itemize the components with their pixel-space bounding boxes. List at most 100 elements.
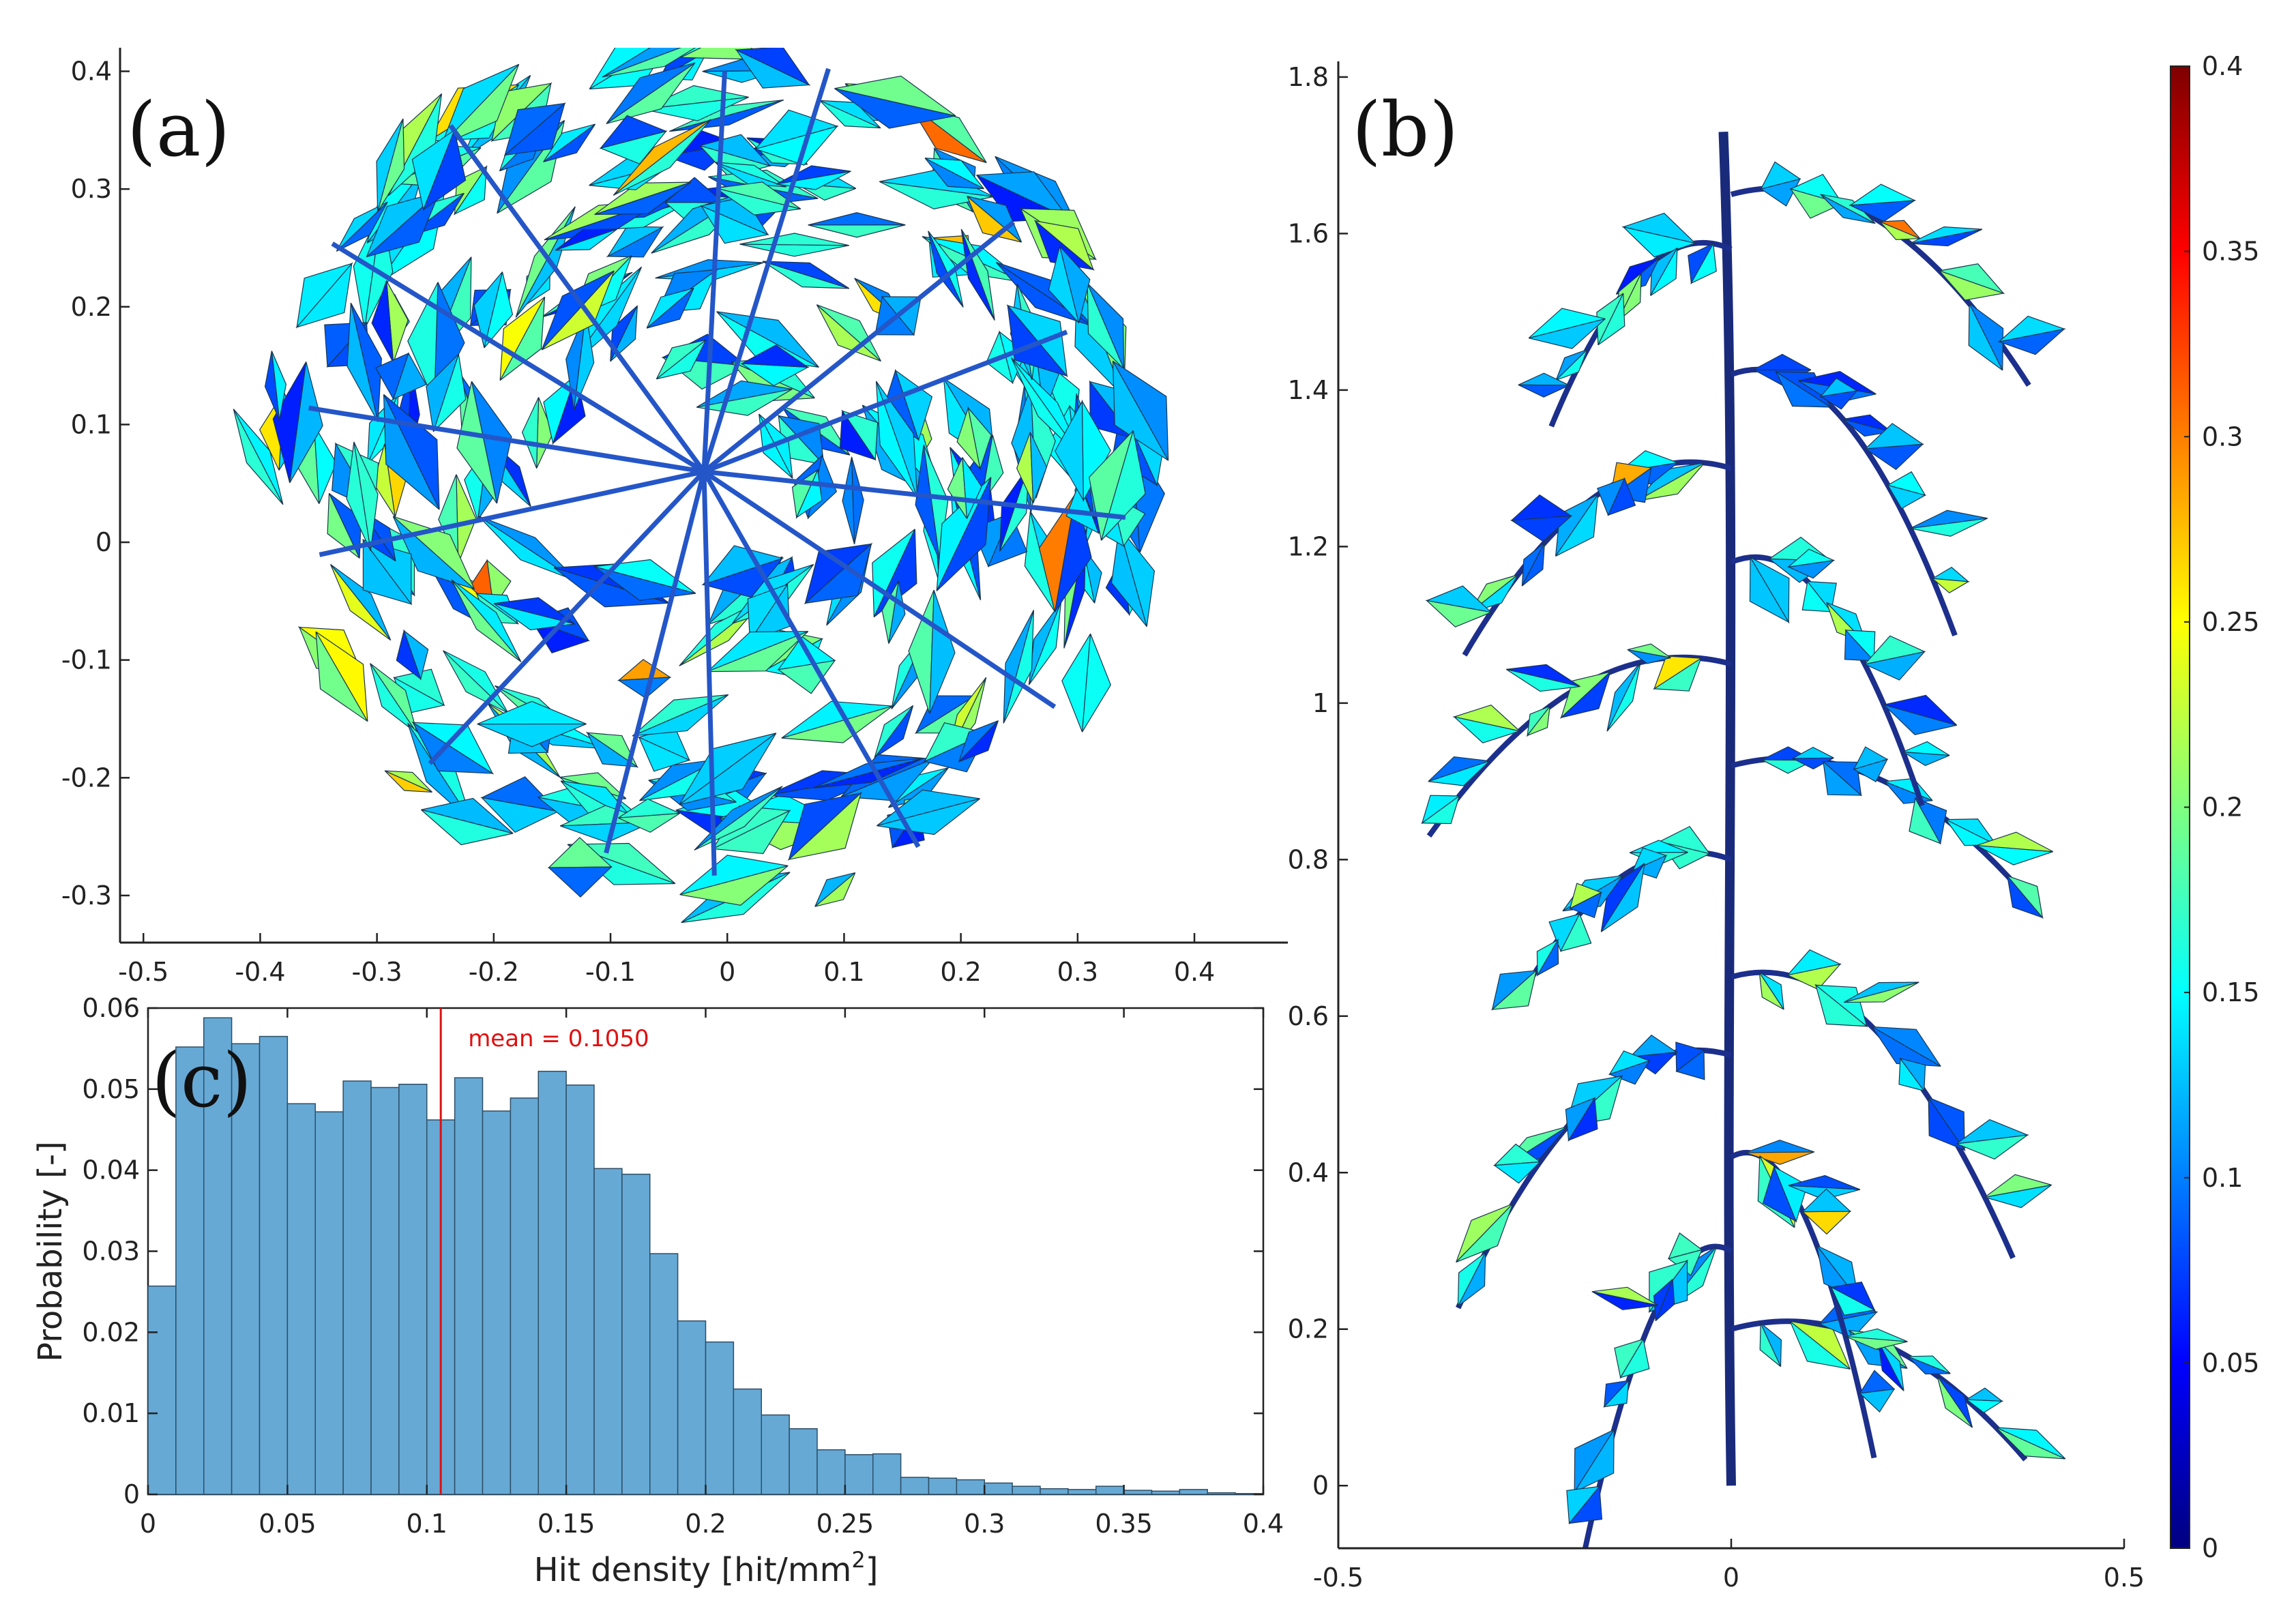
leaf-side-view bbox=[1801, 1188, 1852, 1213]
x-axis-title-main: Hit density [hit/mm bbox=[534, 1551, 852, 1589]
histogram-bar bbox=[733, 1388, 762, 1495]
leaf-side-view bbox=[1902, 741, 1950, 756]
leaf-side-view bbox=[1853, 746, 1889, 770]
histogram-y-tick-label: 0 bbox=[123, 1479, 140, 1509]
leaf-top-view bbox=[1119, 527, 1156, 627]
leaf-side-view bbox=[1518, 384, 1570, 398]
petiole-top-view bbox=[428, 470, 706, 765]
histogram-bar bbox=[984, 1482, 1013, 1495]
leaf-side-view bbox=[1758, 972, 1784, 1010]
x-axis-title-superscript: 2 bbox=[851, 1547, 865, 1573]
histogram-bar bbox=[928, 1477, 958, 1495]
panel-b-y-tick-label: 1.6 bbox=[1288, 218, 1329, 248]
histogram-bar bbox=[816, 1449, 846, 1495]
leaf-top-view bbox=[877, 798, 980, 836]
leaf-side-view bbox=[1505, 668, 1580, 692]
petiole-top-view bbox=[448, 124, 706, 473]
leaf-top-view bbox=[740, 344, 810, 368]
leaf-top-view bbox=[443, 650, 509, 713]
leaf-top-view bbox=[632, 694, 729, 737]
histogram-bar bbox=[259, 1035, 289, 1495]
branch-side-view bbox=[1512, 849, 1733, 1007]
leaf-top-view bbox=[707, 631, 809, 673]
leaf-top-view bbox=[543, 373, 577, 445]
leaf-top-view bbox=[606, 62, 696, 124]
histogram-x-tick-label: 0.4 bbox=[1243, 1509, 1284, 1539]
leaf-top-view bbox=[336, 201, 388, 252]
leaf-side-view bbox=[1569, 891, 1602, 919]
panel-a-x-tick-label: -0.3 bbox=[352, 957, 402, 987]
leaf-top-view bbox=[347, 303, 379, 422]
leaf-top-view bbox=[928, 231, 964, 308]
leaf-top-view bbox=[315, 631, 368, 722]
branch-side-view bbox=[1462, 459, 1733, 657]
mean-label: mean = 0.1050 bbox=[468, 1025, 649, 1052]
leaf-top-view bbox=[499, 296, 546, 381]
histogram-x-tick-label: 0.3 bbox=[964, 1509, 1005, 1539]
panel-b-x-tick-label: 0 bbox=[1723, 1563, 1739, 1593]
leaf-top-view bbox=[473, 271, 503, 349]
leaf-side-view bbox=[1636, 462, 1705, 501]
leaf-top-view bbox=[555, 228, 618, 251]
leaf-side-view bbox=[1816, 1245, 1859, 1301]
histogram-bar bbox=[1040, 1488, 1069, 1495]
histogram-bar bbox=[621, 1173, 651, 1495]
leaf-side-view bbox=[1844, 630, 1876, 662]
histogram-bar bbox=[761, 1414, 790, 1495]
leaf-top-view bbox=[396, 629, 422, 681]
histogram-bar bbox=[1123, 1490, 1153, 1495]
leaf-top-view bbox=[694, 786, 783, 851]
leaf-side-view bbox=[1655, 1279, 1675, 1321]
histogram-bar bbox=[956, 1479, 985, 1495]
leaf-side-view bbox=[1849, 183, 1917, 206]
colorbar-tick-label: 0.2 bbox=[2202, 793, 2243, 823]
leaf-side-view bbox=[1568, 1096, 1598, 1142]
colorbar-tick-label: 0.3 bbox=[2202, 422, 2243, 452]
leaf-top-view bbox=[976, 171, 1069, 219]
histogram-bar bbox=[1012, 1486, 1041, 1495]
leaf-top-view bbox=[362, 538, 413, 605]
leaf-top-view bbox=[739, 243, 849, 257]
leaf-side-view bbox=[1872, 1026, 1941, 1067]
leaf-top-view bbox=[716, 311, 819, 368]
histogram-y-tick-label: 0.01 bbox=[82, 1398, 140, 1428]
petiole-top-view bbox=[703, 469, 1057, 709]
leaf-top-view bbox=[813, 758, 924, 789]
leaf-top-view bbox=[924, 158, 984, 190]
leaf-side-view bbox=[1792, 746, 1834, 759]
leaf-side-view bbox=[1976, 831, 2054, 853]
histogram-x-tick-label: 0.2 bbox=[685, 1509, 726, 1539]
leaf-side-view bbox=[2005, 874, 2044, 919]
leaf-side-view bbox=[1749, 556, 1790, 624]
leaf-side-view bbox=[1931, 567, 1970, 582]
leaf-top-view bbox=[426, 353, 459, 432]
histogram-bar bbox=[705, 1341, 735, 1495]
petiole-top-view bbox=[701, 68, 831, 473]
leaf-top-view bbox=[504, 102, 566, 157]
petiole-top-view bbox=[308, 405, 705, 474]
leaf-top-view bbox=[272, 361, 307, 484]
leaf-top-view bbox=[960, 228, 995, 321]
leaf-side-view bbox=[1456, 1203, 1514, 1263]
panel-a-y-tick-label: 0.4 bbox=[71, 57, 112, 87]
leaf-side-view bbox=[1845, 1328, 1908, 1342]
leaf-top-view bbox=[656, 339, 707, 380]
leaf-side-view bbox=[1878, 1341, 1904, 1391]
histogram-bar bbox=[565, 1084, 595, 1495]
leaf-top-view bbox=[814, 872, 856, 907]
histogram-bar bbox=[454, 1077, 484, 1495]
leaf-top-view bbox=[834, 75, 956, 117]
leaf-top-view bbox=[296, 263, 353, 329]
histogram-bar bbox=[649, 1253, 679, 1495]
leaf-side-view bbox=[1842, 414, 1892, 432]
histogram-bars bbox=[147, 1017, 1264, 1495]
panel-b-y-tick-label: 1.2 bbox=[1288, 531, 1329, 561]
leaf-top-view bbox=[384, 770, 432, 793]
leaf-top-view bbox=[1112, 360, 1169, 461]
leaf-side-view bbox=[1879, 220, 1921, 239]
histogram-y-tick-label: 0.03 bbox=[82, 1237, 140, 1267]
panel-a-x-tick-label: 0 bbox=[719, 957, 735, 987]
panel-a-y-tick-label: 0.1 bbox=[71, 409, 112, 439]
leaf-top-view bbox=[1087, 282, 1125, 370]
leaf-top-view bbox=[716, 181, 801, 209]
